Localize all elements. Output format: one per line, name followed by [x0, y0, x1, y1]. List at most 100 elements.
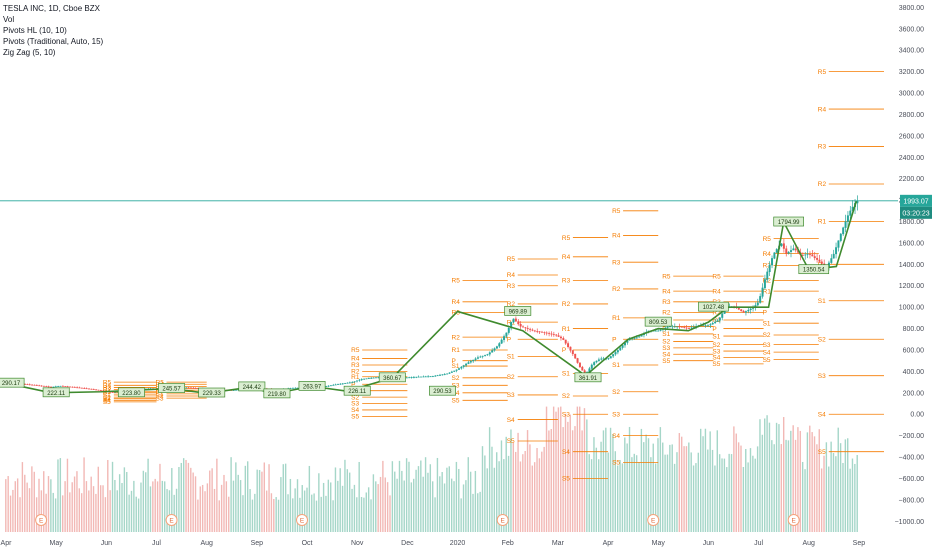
pivot-label: R3: [763, 263, 772, 270]
volume-bar: [325, 495, 327, 532]
volume-bar: [455, 461, 458, 532]
legend-item-pivots-hl[interactable]: Pivots HL (10, 10): [3, 26, 67, 35]
candle: [111, 392, 114, 393]
candle: [99, 390, 102, 391]
volume-bar: [588, 454, 590, 532]
pivot-label: S4: [351, 407, 359, 414]
candle: [88, 388, 91, 390]
volume-bar: [657, 438, 659, 532]
volume-bar: [277, 499, 280, 532]
x-tick-label: Jul: [754, 540, 763, 547]
volume-bar: [123, 467, 126, 532]
volume-bar: [377, 484, 379, 532]
volume-bar: [35, 497, 38, 532]
volume-bar: [308, 465, 311, 532]
candle: [514, 318, 517, 322]
x-tick-label: Sep: [251, 540, 264, 547]
pivot-label: R4: [612, 233, 621, 240]
zigzag-label: 1027.48: [703, 305, 725, 311]
volume-bar: [256, 469, 258, 532]
volume-bar: [439, 476, 441, 532]
volume-bar: [76, 471, 78, 532]
candle: [633, 337, 636, 339]
pivot-label: S5: [351, 414, 359, 421]
volume-bar: [31, 466, 33, 532]
volume-bar: [166, 489, 168, 532]
volume-bar: [685, 446, 688, 532]
candle: [434, 375, 437, 377]
candle: [57, 386, 60, 387]
earnings-icon-glyph: E: [300, 518, 305, 525]
legend-item-zigzag[interactable]: Zig Zag (5, 10): [3, 48, 56, 57]
candle: [291, 387, 294, 389]
pivot-label: R3: [612, 259, 621, 266]
volume-bar: [436, 457, 439, 532]
candle: [436, 375, 439, 377]
y-tick-label: 600.00: [903, 347, 925, 354]
x-tick-label: Apr: [1, 540, 13, 547]
candle: [474, 358, 477, 360]
volume-bar: [728, 453, 730, 532]
pivot-label: R3: [103, 385, 112, 392]
candle: [232, 389, 235, 391]
volume-bar: [410, 482, 413, 532]
volume-bar: [550, 429, 552, 532]
pivot-label: R1: [562, 326, 571, 333]
volume-bar: [828, 466, 830, 532]
volume-bar: [403, 480, 405, 532]
x-axis[interactable]: Apr May Jun Jul Aug Sep Oct Nov Dec 2020 Feb Mar Apr…: [1, 540, 866, 547]
volume-bar: [488, 427, 491, 532]
volume-bar: [429, 464, 432, 532]
legend-symbol[interactable]: TESLA INC, 1D, Cboe BZX: [3, 4, 100, 13]
volume-bar: [327, 479, 330, 532]
x-tick-label: Dec: [401, 540, 414, 547]
candle: [559, 336, 562, 339]
x-tick-label: Jul: [152, 540, 161, 547]
y-axis[interactable]: 3800.00 3600.00 3400.00 3200.00 3000.00 2800.…: [895, 5, 932, 526]
volume-bar: [856, 455, 858, 532]
candle: [533, 330, 536, 332]
volume-bar: [152, 481, 154, 532]
pivot-label: R4: [507, 272, 516, 279]
volume-bar: [401, 470, 403, 532]
candle: [780, 243, 783, 246]
candle: [505, 332, 508, 337]
candle: [576, 358, 579, 363]
volume-bar: [107, 459, 109, 532]
legend-item-vol[interactable]: Vol: [3, 15, 15, 24]
volume-bar: [204, 491, 206, 532]
candle: [453, 370, 456, 372]
volume-bar: [794, 439, 797, 532]
candle: [83, 388, 86, 389]
pivot-label: S2: [156, 393, 164, 400]
volume-bar: [650, 457, 652, 532]
candle: [808, 253, 811, 255]
volume-bar: [209, 470, 211, 532]
candle: [344, 383, 347, 384]
volume-bar: [104, 497, 107, 532]
candle: [754, 305, 757, 308]
pivot-label: S2: [612, 389, 620, 396]
candle: [422, 376, 425, 378]
y-tick-label: 3400.00: [899, 48, 924, 55]
candle: [92, 389, 95, 390]
zigzag-label-box: [343, 385, 371, 396]
volume-bar: [505, 436, 507, 532]
volume-bar: [809, 425, 811, 532]
volume-bar: [247, 461, 249, 532]
legend-item-pivots-traditional[interactable]: Pivots (Traditional, Auto, 15): [3, 37, 104, 46]
countdown-tag: [900, 206, 932, 219]
volume-bar: [45, 493, 47, 532]
pivot-label: S2: [452, 375, 460, 382]
candle: [794, 248, 797, 251]
candle: [367, 378, 370, 379]
candle: [73, 387, 76, 388]
pivot-label: P: [712, 326, 716, 333]
candle: [562, 338, 565, 340]
pivot-label: S4: [507, 417, 515, 424]
volume-bar: [232, 480, 235, 532]
volume-bar: [723, 458, 726, 532]
volume-bar: [244, 465, 247, 532]
volume-bar: [389, 495, 391, 532]
